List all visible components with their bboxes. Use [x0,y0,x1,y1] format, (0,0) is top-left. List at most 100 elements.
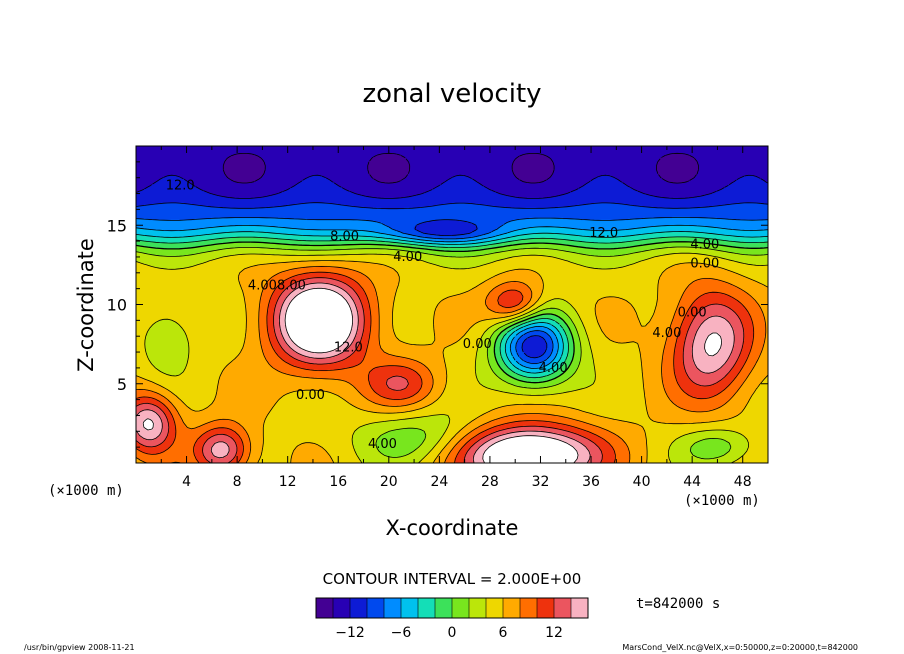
colorbar-cell [452,598,461,618]
colorbar-cell [579,598,589,618]
y-tick-label: 5 [117,375,127,394]
colorbar-cell [520,598,529,618]
colorbar-cell [477,598,487,618]
y-tick-label: 15 [107,216,127,235]
contour-line [136,246,768,460]
colorbar-cell [324,598,334,618]
contour-label: 12.0 [334,340,363,355]
contour-label: 0.00 [463,337,492,352]
contour-interval: CONTOUR INTERVAL = 2.000E+00 [323,570,582,588]
contour-label: 8.00 [330,229,359,244]
colorbar-tick-label: −6 [391,625,412,641]
colorbar-cell [341,598,351,618]
colorbar-cell [486,598,495,618]
colorbar-cell [571,598,580,618]
colorbar [315,597,589,619]
colorbar-cell [418,598,427,618]
x-tick-label: 36 [582,474,600,490]
footer-left: /usr/bin/gpview 2008-11-21 [24,643,135,652]
contour-label: 4.00 [368,437,397,452]
colorbar-frame [315,597,589,619]
colorbar-cell [528,598,538,618]
time-label: t=842000 s [636,596,720,612]
x-tick-label: 40 [633,474,651,490]
x-unit-left: (×1000 m) [48,483,124,499]
x-tick-label: 4 [182,474,191,490]
colorbar-cell [503,598,512,618]
colorbar-cell [435,598,444,618]
contour-line [136,252,768,463]
contour-line [222,152,699,184]
x-tick-label: 48 [734,474,752,490]
y-axis-ticks: 5 10 15 [107,161,768,448]
contour-label: 4.00 [652,326,681,341]
contour-line [136,241,768,384]
contour-line [136,236,768,379]
colorbar-tick-label: −12 [335,625,365,641]
y-axis-label: Z-coordinate [74,238,98,372]
contour-line [136,271,755,463]
contour-label: 4.00 [690,237,719,252]
colorbar-tick-label: 0 [448,625,457,641]
x-unit-right: (×1000 m) [684,493,760,509]
heatmap-field [136,146,768,463]
colorbar-cell [367,598,376,618]
contour-line [136,277,745,463]
colorbar-cell [401,598,410,618]
x-tick-label: 24 [430,474,448,490]
colorbar-cell [375,598,385,618]
contour-lines [136,152,768,463]
contour-label: 0.00 [690,256,719,271]
contour-line [136,266,767,463]
colorbar-cell [384,598,393,618]
x-tick-label: 28 [481,474,499,490]
colorbar-cell [316,598,325,618]
colorbar-cell [409,598,419,618]
colorbar-cell [545,598,555,618]
colorbar-ticks: −12 −6 0 6 12 [335,625,563,641]
y-tick-label: 10 [107,296,127,315]
colorbar-cell [333,598,342,618]
colorbar-cell [537,598,546,618]
contour-line [136,217,768,364]
colorbar-cell [426,598,436,618]
colorbar-cell [443,598,453,618]
contour-label: 0.00 [678,305,707,320]
contour-label: 8.00 [277,278,306,293]
x-tick-label: 8 [233,474,242,490]
x-axis-ticks: 4 8 12 16 20 24 28 32 36 40 44 48 [160,146,752,490]
colorbar-cell [460,598,470,618]
contour-label: 4.00 [248,278,277,293]
colorbar-cell [358,598,368,618]
colorbar-cell [469,598,478,618]
colorbar-cell [511,598,521,618]
colorbar-tick-label: 6 [499,625,508,641]
colorbar-cell [554,598,563,618]
x-tick-label: 32 [532,474,550,490]
x-tick-label: 16 [329,474,347,490]
contour-line [142,287,722,463]
contour-line [136,260,768,463]
contour-label: 4.00 [393,250,422,265]
colorbar-cell [392,598,402,618]
contour-line [136,282,735,463]
contour-line [136,202,768,359]
footer-right: MarsCond_VelX.nc@VelX,x=0:50000,z=0:2000… [622,643,858,652]
x-tick-label: 44 [683,474,701,490]
x-tick-label: 12 [279,474,297,490]
contour-line [136,174,768,199]
colorbar-tick-label: 12 [545,625,563,641]
contour-label: 12.0 [589,226,618,241]
x-axis-label: X-coordinate [386,516,519,540]
contour-line [136,231,768,374]
contour-label: 12.0 [166,179,195,194]
colorbar-cell [350,598,359,618]
contour-line [136,224,768,369]
colorbar-cell [494,598,504,618]
x-tick-label: 20 [380,474,398,490]
colorbar-cell [562,598,572,618]
contour-label: 0.00 [296,388,325,403]
